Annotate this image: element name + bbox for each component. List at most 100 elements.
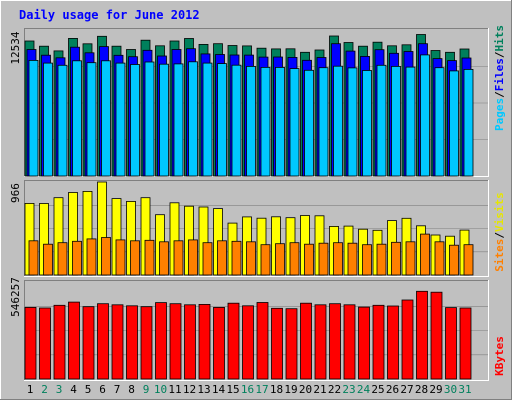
day-label: 20 — [299, 383, 312, 396]
hits-files-pages-pages-bar — [86, 62, 97, 177]
day-label: 29 — [429, 383, 442, 396]
visits-sites-sites-bar — [130, 240, 140, 276]
kbytes-kbytes-bar — [184, 304, 196, 380]
hits-files-pages-pages-bar — [318, 67, 329, 177]
hits-files-pages-pages-bar — [362, 70, 372, 177]
visits-sites-sites-bar — [57, 242, 68, 276]
hits-files-pages-pages-bar — [246, 66, 256, 177]
kbytes-kbytes-bar — [97, 303, 109, 380]
visits-sites-sites-bar — [246, 241, 256, 276]
visits-ymax-label: 966 — [9, 183, 22, 203]
hits-files-pages-pages-bar — [420, 54, 430, 177]
legend-pages: Pages — [493, 98, 506, 131]
hits-files-pages-pages-bar — [72, 60, 82, 177]
chart-title: Daily usage for June 2012 — [19, 8, 200, 22]
hits-files-pages-pages-bar — [115, 62, 126, 177]
visits-sites-sites-bar — [86, 238, 97, 276]
kbytes-kbytes-bar — [430, 291, 443, 380]
legend-visits: Visits — [493, 192, 506, 232]
day-label: 6 — [99, 383, 106, 396]
hits-files-pages-pages-bar — [304, 69, 314, 177]
hits-files-pages-pages-bar — [217, 63, 227, 177]
day-label: 17 — [255, 383, 268, 396]
kbytes-kbytes-bar — [169, 303, 182, 380]
kbytes-kbytes-bar — [126, 305, 138, 380]
day-label: 31 — [458, 383, 471, 396]
legend-files: Files — [493, 58, 506, 91]
visits-sites-sites-bar — [159, 241, 169, 276]
legend-hits: Hits — [493, 25, 506, 52]
kbytes-kbytes-bar — [401, 299, 414, 380]
hits-files-pages-pages-bar — [159, 63, 169, 177]
day-label: 16 — [241, 383, 254, 396]
hits-files-pages-pages-bar — [144, 61, 155, 177]
day-label: 7 — [114, 383, 121, 396]
hits-files-pages-pages-bar — [391, 66, 401, 177]
visits-sites-sites-bar — [231, 240, 242, 276]
visits-sites-sites-bar — [28, 240, 39, 276]
hits-files-pages-pages-bar — [231, 64, 242, 177]
visits-sites-sites-bar — [43, 243, 53, 276]
visits-sites-sites-bar — [347, 242, 358, 276]
visits-bars — [24, 181, 488, 276]
kbytes-kbytes-bar — [329, 303, 341, 380]
hits-files-pages-pages-bar — [28, 60, 39, 177]
day-label: 3 — [56, 383, 63, 396]
kbytes-kbytes-bar — [53, 304, 66, 380]
kbytes-kbytes-bar — [39, 307, 51, 380]
hits-bars — [24, 34, 488, 177]
hits-files-pages-pages-bar — [463, 69, 474, 177]
hits-files-pages-pages-bar — [333, 65, 343, 177]
visits-sites-sites-bar — [449, 244, 459, 276]
day-label: 12 — [183, 383, 196, 396]
day-label: 27 — [400, 383, 413, 396]
kbytes-kbytes-bar — [227, 302, 240, 380]
legend-hits-panel: Pages/Files/Hits — [493, 25, 506, 131]
day-label: 18 — [270, 383, 283, 396]
kbytes-kbytes-bar — [387, 305, 399, 380]
visits-sites-sites-bar — [144, 239, 155, 276]
day-label: 25 — [371, 383, 384, 396]
day-label: 19 — [284, 383, 297, 396]
visits-sites-sites-bar — [202, 242, 213, 276]
hits-files-pages-pages-bar — [43, 62, 53, 177]
kbytes-kbytes-bar — [24, 306, 37, 380]
day-label: 22 — [328, 383, 341, 396]
day-label: 4 — [70, 383, 77, 396]
visits-sites-sites-bar — [72, 240, 82, 276]
hits-files-pages-pages-bar — [202, 62, 213, 177]
kbytes-kbytes-bar — [111, 304, 124, 380]
day-label: 24 — [357, 383, 371, 396]
hits-ymax-label: 12534 — [9, 31, 22, 64]
kbytes-kbytes-bar — [198, 303, 211, 380]
visits-sites-sites-bar — [188, 239, 198, 276]
hits-files-pages-pages-bar — [101, 60, 111, 177]
day-label: 21 — [313, 383, 326, 396]
hits-files-pages-pages-bar — [405, 66, 416, 177]
day-label: 30 — [444, 383, 457, 396]
hits-files-pages-pages-bar — [434, 67, 445, 177]
day-label: 28 — [415, 383, 428, 396]
day-label: 14 — [212, 383, 226, 396]
visits-sites-sites-bar — [362, 244, 372, 276]
visits-sites-sites-bar — [391, 241, 401, 276]
day-label: 23 — [342, 383, 355, 396]
day-label: 2 — [41, 383, 48, 396]
hits-files-pages-pages-bar — [449, 70, 459, 177]
kbytes-kbytes-bar — [140, 306, 153, 380]
kbytes-kbytes-bar — [314, 304, 327, 380]
kbytes-kbytes-bar — [256, 302, 269, 380]
hits-files-pages-pages-bar — [173, 63, 184, 177]
visits-sites-sites-bar — [434, 241, 445, 276]
hits-files-pages-pages-bar — [347, 67, 358, 177]
kbytes-kbytes-bar — [445, 307, 457, 380]
visits-sites-sites-bar — [420, 233, 430, 276]
legend-kbytes: KBytes — [493, 336, 506, 376]
day-label: 1 — [27, 383, 34, 396]
legend-visits-panel: Sites/Visits — [493, 192, 506, 272]
day-label: 15 — [226, 383, 239, 396]
kbytes-kbytes-bar — [372, 304, 385, 380]
visits-sites-sites-bar — [318, 242, 329, 276]
legend-sites: Sites — [493, 239, 506, 272]
